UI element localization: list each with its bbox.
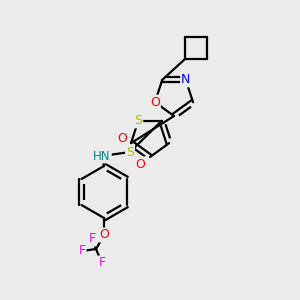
Text: HN: HN — [93, 149, 111, 163]
Text: O: O — [99, 229, 109, 242]
Text: N: N — [181, 73, 190, 86]
Text: O: O — [135, 158, 145, 170]
Text: S: S — [126, 146, 134, 158]
Text: F: F — [88, 232, 96, 245]
Text: O: O — [150, 96, 160, 109]
Text: O: O — [117, 131, 127, 145]
Text: S: S — [134, 114, 142, 127]
Text: F: F — [98, 256, 106, 269]
Text: F: F — [78, 244, 85, 257]
